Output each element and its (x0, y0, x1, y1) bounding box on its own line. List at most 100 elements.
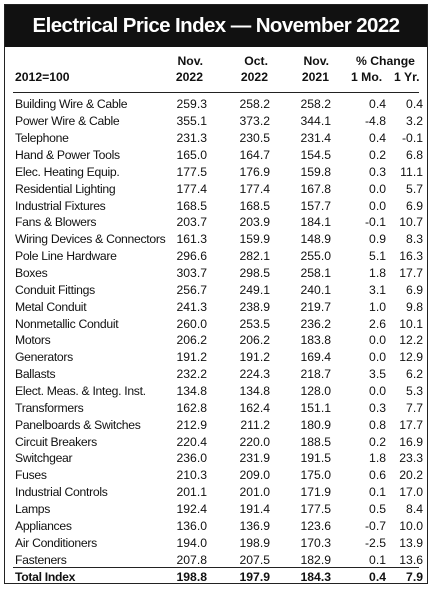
header-oct-2022-line1: Oct. (244, 54, 268, 68)
cell-oct22: 231.9 (239, 451, 271, 466)
cell-nov21: 184.1 (300, 215, 332, 230)
cell-item: Nonmetallic Conduit (15, 316, 119, 331)
table-row: Nonmetallic Conduit 260.0 253.5 236.2 2.6 10.… (13, 315, 423, 332)
cell-yr: 17.0 (399, 485, 423, 500)
cell-item: Wiring Devices & Connectors (15, 232, 166, 247)
cell-nov22: 232.2 (176, 367, 208, 382)
cell-oct22: 211.2 (240, 417, 270, 432)
cell-yr: 13.6 (399, 552, 423, 567)
cell-oct22: 258.2 (239, 97, 271, 112)
header-1-year: 1 Yr. (394, 70, 420, 84)
cell-item: Circuit Breakers (15, 434, 97, 449)
cell-oct22: 198.9 (239, 535, 271, 550)
cell-yr: 3.2 (406, 114, 423, 129)
cell-oct22: 191.4 (239, 502, 271, 517)
cell-mo: 3.1 (369, 282, 386, 297)
cell-mo: 0.5 (369, 502, 386, 517)
cell-nov22: 355.1 (176, 114, 208, 129)
price-index-table: Building Wire & Cable 259.3 258.2 258.2 0.4 0… (13, 96, 423, 586)
cell-yr: 7.9 (406, 570, 423, 585)
table-row: Conduit Fittings 256.7 249.1 240.1 3.1 6.9 (13, 281, 423, 298)
cell-yr: 10.7 (399, 215, 423, 230)
cell-mo: 0.1 (369, 552, 386, 567)
cell-nov22: 198.8 (176, 570, 208, 585)
cell-oct22: 373.2 (239, 114, 271, 129)
cell-yr: 10.0 (399, 518, 423, 533)
table-row: Fans & Blowers 203.7 203.9 184.1 -0.1 10.7 (13, 214, 423, 231)
table-row: Motors 206.2 206.2 183.8 0.0 12.2 (13, 332, 423, 349)
cell-nov22: 161.3 (176, 232, 208, 247)
cell-nov22: 241.3 (176, 299, 208, 314)
cell-item: Lamps (15, 502, 51, 517)
cell-nov21: 128.0 (300, 384, 332, 399)
cell-item: Ballasts (15, 367, 56, 382)
table-row: Appliances 136.0 136.9 123.6 -0.7 10.0 (13, 517, 423, 534)
cell-nov21: 188.5 (300, 434, 332, 449)
cell-nov22: 212.9 (176, 417, 208, 432)
cell-mo: 5.1 (369, 249, 386, 264)
cell-nov22: 259.3 (176, 97, 208, 112)
table-row: Power Wire & Cable 355.1 373.2 344.1 -4.8 3.2 (13, 113, 423, 130)
cell-oct22: 201.0 (239, 485, 271, 500)
table-row: Switchgear 236.0 231.9 191.5 1.8 23.3 (13, 450, 423, 467)
cell-nov21: 219.7 (300, 299, 332, 314)
cell-item: Building Wire & Cable (15, 97, 128, 112)
cell-mo: 0.0 (369, 198, 386, 213)
cell-yr: 6.9 (406, 282, 423, 297)
cell-oct22: 282.1 (239, 249, 271, 264)
cell-item: Motors (15, 333, 51, 348)
cell-nov22: 177.5 (176, 164, 208, 179)
cell-yr: 0.4 (406, 97, 423, 112)
header-nov-2022-line1: Nov. (177, 54, 203, 68)
cell-nov22: 256.7 (176, 282, 208, 297)
cell-oct22: 224.3 (239, 367, 271, 382)
cell-mo: 0.4 (369, 97, 386, 112)
cell-mo: 0.4 (369, 131, 386, 146)
table-row: Wiring Devices & Connectors 161.3 159.9 148… (13, 231, 423, 248)
cell-mo: -4.8 (364, 114, 386, 129)
cell-item: Fuses (15, 468, 47, 483)
cell-mo: 0.6 (369, 468, 386, 483)
table-row: Pole Line Hardware 296.6 282.1 255.0 5.1 16.3 (13, 248, 423, 265)
table-row: Air Conditioners 194.0 198.9 170.3 -2.5 13.9 (13, 534, 423, 551)
cell-item: Boxes (15, 266, 48, 281)
cell-mo: 0.3 (369, 164, 386, 179)
cell-yr: 5.7 (406, 181, 423, 196)
cell-yr: 9.8 (406, 299, 423, 314)
cell-item: Elec. Heating Equip. (15, 164, 120, 179)
cell-nov22: 194.0 (176, 535, 208, 550)
cell-mo: 1.0 (369, 299, 386, 314)
cell-oct22: 249.1 (239, 282, 271, 297)
table-row: Industrial Controls 201.1 201.0 171.9 0.1 17.… (13, 484, 423, 501)
cell-nov21: 231.4 (300, 131, 332, 146)
cell-nov21: 258.2 (300, 97, 332, 112)
cell-item: Transformers (15, 400, 84, 415)
total-index-row: Total Index 198.8 197.9 184.3 0.4 7.9 (13, 568, 423, 586)
header-percent-change: % Change (356, 54, 415, 68)
cell-nov21: 240.1 (300, 282, 332, 297)
cell-item: Panelboards & Switches (15, 417, 141, 432)
cell-nov22: 303.7 (176, 266, 208, 281)
cell-mo: -2.5 (364, 535, 386, 550)
total-divider (13, 567, 419, 568)
cell-oct22: 197.9 (239, 570, 271, 585)
cell-nov22: 168.5 (176, 198, 208, 213)
page-title: Electrical Price Index — November 2022 (5, 5, 427, 47)
cell-nov21: 169.4 (300, 350, 332, 365)
cell-nov21: 182.9 (300, 552, 332, 567)
cell-mo: 0.4 (369, 570, 386, 585)
cell-yr: 20.2 (399, 468, 423, 483)
base-year-label: 2012=100 (15, 70, 70, 84)
cell-item: Total Index (15, 570, 76, 585)
cell-nov21: 151.1 (300, 400, 332, 415)
header-nov-2022-line2: 2022 (175, 70, 203, 84)
cell-mo: 0.0 (369, 384, 386, 399)
header-divider (13, 92, 419, 93)
cell-yr: 11.1 (400, 164, 423, 179)
cell-nov22: 236.0 (176, 451, 208, 466)
cell-item: Industrial Controls (15, 485, 108, 500)
table-row: Fasteners 207.8 207.5 182.9 0.1 13.6 (13, 551, 423, 568)
cell-nov22: 231.3 (176, 131, 208, 146)
cell-nov21: 167.8 (300, 181, 332, 196)
cell-oct22: 136.9 (239, 518, 271, 533)
